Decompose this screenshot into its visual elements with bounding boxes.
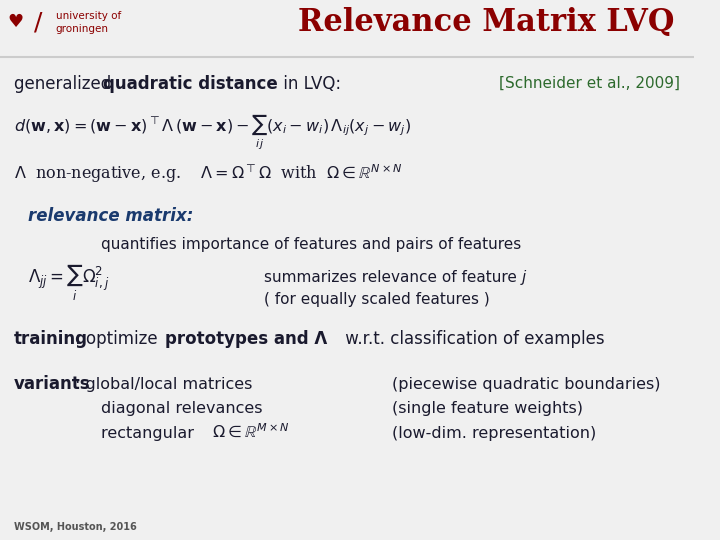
Text: university of
groningen: university of groningen (55, 11, 121, 34)
Text: generalized: generalized (14, 75, 117, 93)
Text: training: training (14, 330, 88, 348)
Text: : global/local matrices: : global/local matrices (75, 377, 252, 392)
Text: (piecewise quadratic boundaries): (piecewise quadratic boundaries) (392, 377, 661, 392)
Text: WSOM, Houston, 2016: WSOM, Houston, 2016 (14, 522, 137, 531)
Text: Relevance Matrix LVQ: Relevance Matrix LVQ (298, 7, 674, 38)
Text: $\Lambda_{jj} = \sum_i^{} \Omega^2_{i,j}$: $\Lambda_{jj} = \sum_i^{} \Omega^2_{i,j}… (28, 260, 109, 303)
Text: prototypes and Λ: prototypes and Λ (165, 330, 327, 348)
Text: ♥: ♥ (7, 12, 23, 31)
Text: j: j (522, 269, 526, 285)
Text: $\Omega \in \mathbb{R}^{M\times N}$: $\Omega \in \mathbb{R}^{M\times N}$ (212, 423, 289, 441)
Text: /: / (34, 11, 42, 35)
Text: w.r.t. classification of examples: w.r.t. classification of examples (340, 330, 605, 348)
Text: [Schneider et al., 2009]: [Schneider et al., 2009] (500, 76, 680, 91)
Text: summarizes relevance of feature: summarizes relevance of feature (264, 269, 521, 285)
Text: $d(\mathbf{w},\mathbf{x}) = (\mathbf{w}-\mathbf{x})^\top \Lambda\,(\mathbf{w}-\m: $d(\mathbf{w},\mathbf{x}) = (\mathbf{w}-… (14, 113, 411, 152)
Text: : optimize: : optimize (75, 330, 163, 348)
Text: quantifies importance of features and pairs of features: quantifies importance of features and pa… (101, 237, 521, 252)
Text: relevance matrix:: relevance matrix: (28, 207, 193, 225)
Text: diagonal relevances: diagonal relevances (101, 401, 262, 416)
Text: rectangular: rectangular (101, 426, 204, 441)
Text: in LVQ:: in LVQ: (278, 75, 341, 93)
Text: ( for equally scaled features ): ( for equally scaled features ) (264, 292, 490, 307)
Text: (low-dim. representation): (low-dim. representation) (392, 426, 596, 441)
Text: quadratic distance: quadratic distance (103, 75, 277, 93)
Text: (single feature weights): (single feature weights) (392, 401, 583, 416)
Text: $\Lambda$  non-negative, e.g.    $\Lambda = \Omega^\top\Omega$  with  $\Omega \i: $\Lambda$ non-negative, e.g. $\Lambda = … (14, 163, 403, 185)
Text: variants: variants (14, 375, 91, 394)
